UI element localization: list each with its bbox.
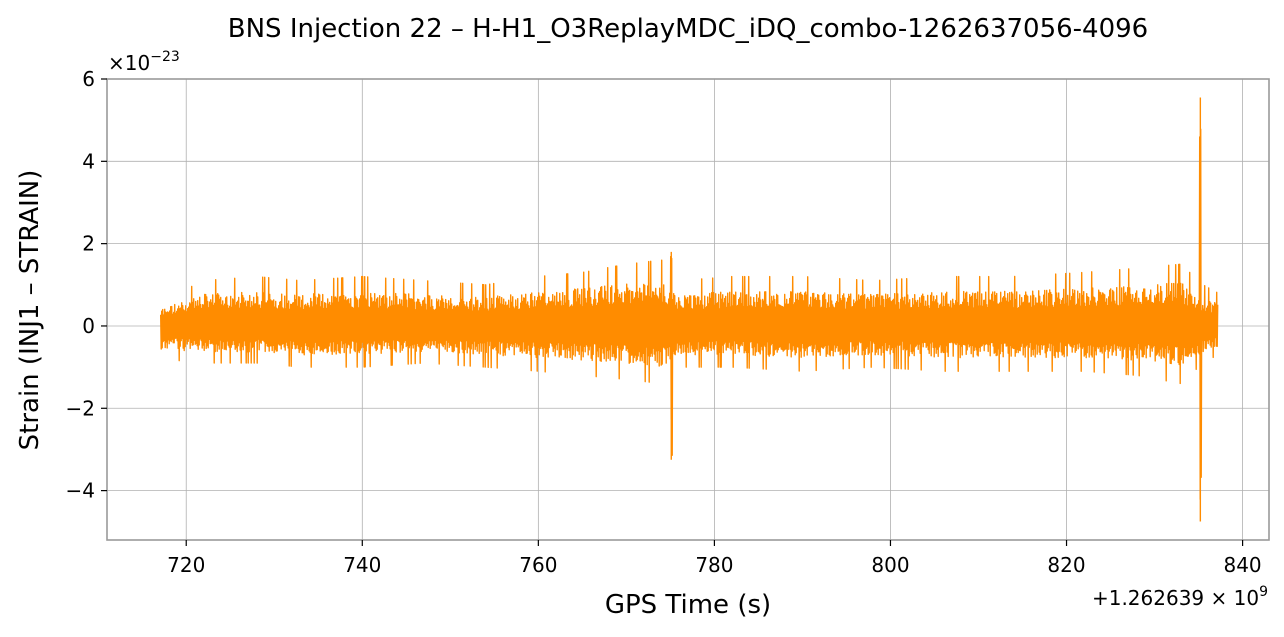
x-tick-label: 800 [871, 553, 909, 577]
y-tick-label: 0 [82, 314, 95, 338]
x-tick-label: 740 [343, 553, 381, 577]
x-offset-base: +1.262639 × 10 [1092, 586, 1259, 610]
y-tick-label: −2 [66, 396, 95, 420]
x-tick-label: 760 [519, 553, 557, 577]
y-tick-label: 2 [82, 232, 95, 256]
y-axis-label: Strain (INJ1 – STRAIN) [15, 170, 45, 451]
x-tick-label: 720 [167, 553, 205, 577]
x-tick-label: 820 [1047, 553, 1085, 577]
x-offset-label: +1.262639 × 109 [1092, 584, 1268, 610]
x-tick-label: 840 [1223, 553, 1261, 577]
x-tick-label: 780 [695, 553, 733, 577]
y-scale-base: ×10 [108, 51, 150, 75]
y-axis-ticks: −4 −2 0 2 4 6 [66, 67, 107, 503]
y-scale-multiplier: ×10−23 [108, 49, 180, 75]
plot-area [160, 97, 1219, 522]
y-tick-label: −4 [66, 479, 95, 503]
y-tick-label: 4 [82, 149, 95, 173]
x-axis-ticks: 720 740 760 780 800 820 840 [167, 540, 1262, 577]
x-offset-exponent: 9 [1259, 584, 1268, 600]
x-axis-label: GPS Time (s) [605, 590, 771, 620]
axes-frame [106, 78, 1270, 541]
series-line-strain [160, 97, 1219, 522]
y-tick-label: 6 [82, 67, 95, 91]
y-scale-exponent: −23 [150, 49, 180, 65]
chart-title: BNS Injection 22 – H-H1_O3ReplayMDC_iDQ_… [228, 14, 1148, 44]
